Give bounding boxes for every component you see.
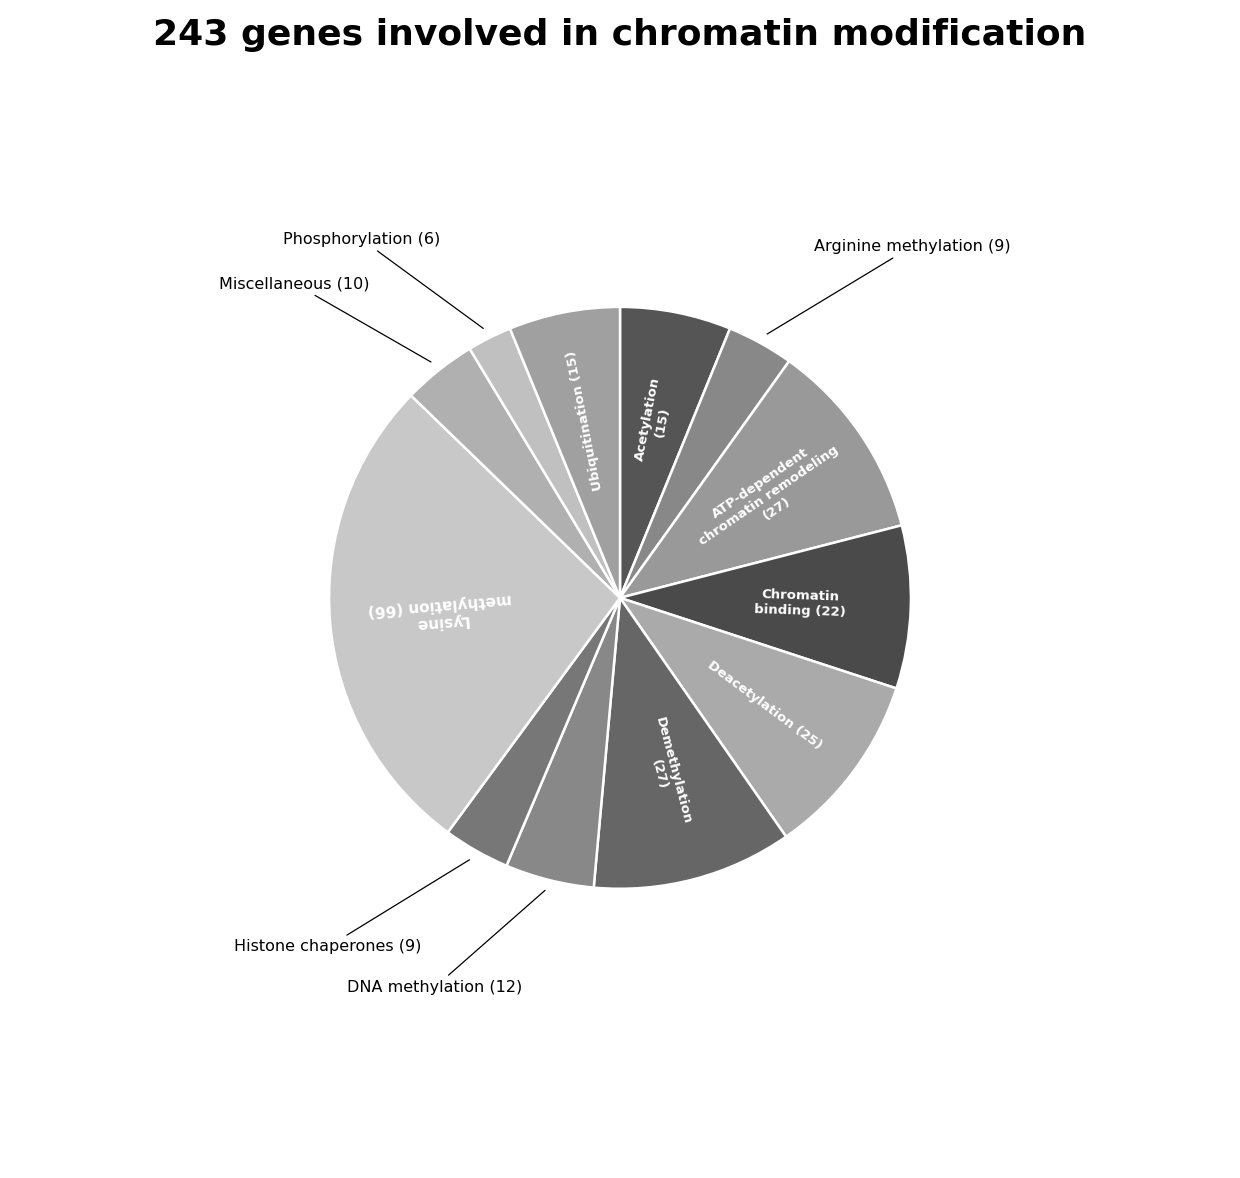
Wedge shape <box>620 598 897 836</box>
Wedge shape <box>620 362 901 598</box>
Wedge shape <box>448 598 620 866</box>
Wedge shape <box>410 349 620 598</box>
Text: Ubiquitination (15): Ubiquitination (15) <box>565 350 605 492</box>
Text: Miscellaneous (10): Miscellaneous (10) <box>219 276 432 362</box>
Wedge shape <box>620 525 911 688</box>
Wedge shape <box>470 329 620 598</box>
Text: Acetylation
(15): Acetylation (15) <box>632 377 677 465</box>
Wedge shape <box>506 598 620 887</box>
Wedge shape <box>329 396 620 833</box>
Text: Demethylation
(27): Demethylation (27) <box>639 715 693 829</box>
Wedge shape <box>594 598 786 888</box>
Text: Phosphorylation (6): Phosphorylation (6) <box>283 232 484 329</box>
Text: Arginine methylation (9): Arginine methylation (9) <box>768 239 1011 335</box>
Text: ATP-dependent
chromatin remodeling
(27): ATP-dependent chromatin remodeling (27) <box>688 431 849 561</box>
Text: Lysine
methylation (66): Lysine methylation (66) <box>367 591 513 635</box>
Wedge shape <box>620 329 789 598</box>
Text: Chromatin
binding (22): Chromatin binding (22) <box>754 588 847 620</box>
Text: Histone chaperones (9): Histone chaperones (9) <box>234 860 470 954</box>
Wedge shape <box>510 307 620 598</box>
Text: Deacetylation (25): Deacetylation (25) <box>706 659 825 753</box>
Title: 243 genes involved in chromatin modification: 243 genes involved in chromatin modifica… <box>154 18 1086 52</box>
Text: DNA methylation (12): DNA methylation (12) <box>347 891 546 994</box>
Wedge shape <box>620 307 730 598</box>
